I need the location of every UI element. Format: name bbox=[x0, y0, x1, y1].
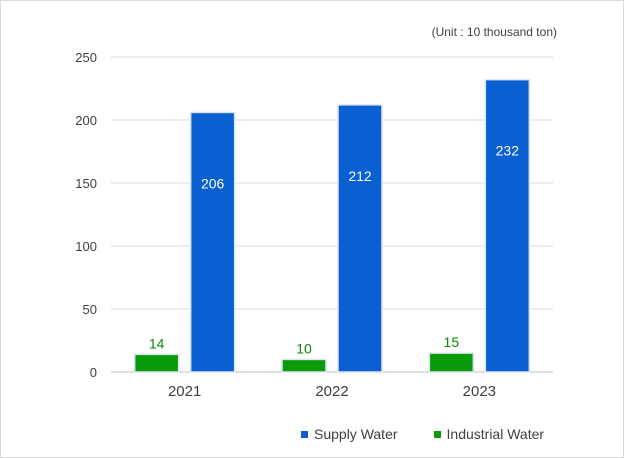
y-tick-label: 200 bbox=[75, 113, 97, 128]
legend: Supply Water Industrial Water bbox=[301, 426, 544, 442]
bar-industrial-water-2022 bbox=[281, 358, 327, 373]
bar-supply-water-2023 bbox=[484, 78, 531, 373]
data-label-industrial-water-2022: 10 bbox=[296, 340, 312, 356]
x-tick-label-2021: 2021 bbox=[168, 383, 201, 400]
gridlines bbox=[111, 56, 553, 373]
data-label-industrial-water-2023: 15 bbox=[444, 334, 460, 350]
y-tick-label: 50 bbox=[83, 302, 97, 317]
legend-item-supply-water: Supply Water bbox=[301, 426, 398, 442]
data-label-supply-water-2021: 206 bbox=[201, 175, 225, 191]
bar-supply-water-2022 bbox=[337, 104, 383, 373]
legend-item-industrial-water: Industrial Water bbox=[433, 426, 545, 442]
data-label-supply-water-2022: 212 bbox=[348, 168, 372, 184]
y-tick-label: 0 bbox=[90, 365, 97, 380]
y-tick-label: 150 bbox=[75, 176, 97, 191]
legend-swatch-industrial-water bbox=[433, 430, 441, 438]
x-axis-ticks: 2021 2022 2023 bbox=[168, 383, 496, 400]
y-axis-ticks: 0 50 100 150 200 250 bbox=[75, 50, 97, 380]
data-label-industrial-water-2021: 14 bbox=[149, 335, 165, 351]
y-tick-label: 100 bbox=[75, 239, 97, 254]
data-labels: 14 206 10 212 15 232 bbox=[149, 143, 519, 357]
unit-note: (Unit : 10 thousand ton) bbox=[431, 25, 557, 39]
bars bbox=[133, 78, 531, 373]
bar-industrial-water-2023 bbox=[428, 352, 475, 373]
legend-swatch-supply-water bbox=[301, 430, 308, 438]
legend-label-industrial-water: Industrial Water bbox=[446, 426, 545, 442]
y-tick-label: 250 bbox=[75, 50, 97, 65]
data-label-supply-water-2023: 232 bbox=[496, 143, 520, 159]
legend-label-supply-water: Supply Water bbox=[314, 426, 398, 442]
x-tick-label-2023: 2023 bbox=[463, 383, 496, 400]
x-tick-label-2022: 2022 bbox=[315, 383, 348, 400]
bar-industrial-water-2021 bbox=[133, 353, 180, 373]
bar-supply-water-2021 bbox=[189, 111, 236, 373]
